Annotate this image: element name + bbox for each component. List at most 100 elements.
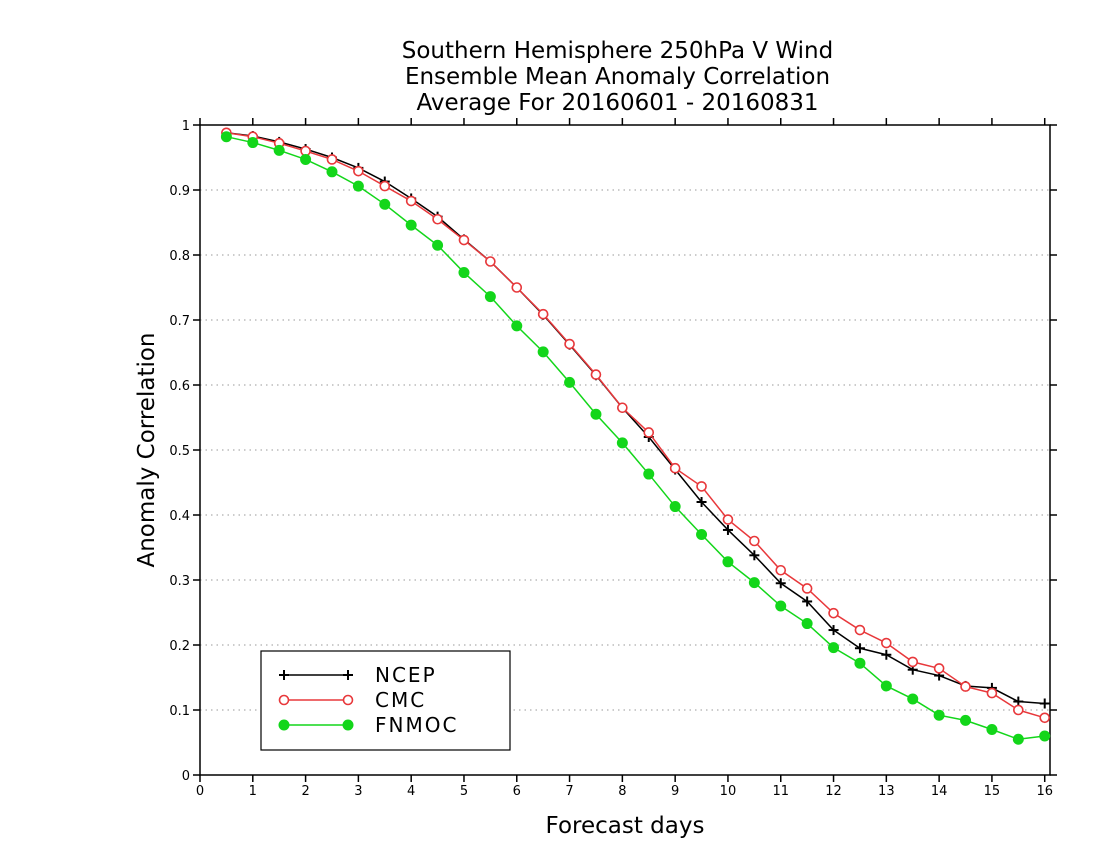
series-line-fnmoc [226, 135, 1045, 741]
chart-title-line-2: Ensemble Mean Anomaly Correlation [404, 64, 831, 90]
data-point-cmc [881, 637, 892, 649]
data-point-ncep [854, 643, 865, 654]
x-tick-label: 9 [671, 784, 679, 799]
data-point-fnmoc [1039, 730, 1051, 742]
y-tick-label: 0.3 [169, 574, 190, 589]
legend-marker [343, 670, 353, 680]
data-point-fnmoc [484, 291, 496, 303]
data-point-fnmoc [564, 376, 576, 388]
data-point-fnmoc [722, 556, 734, 568]
data-point-cmc [696, 481, 707, 492]
data-point-cmc [379, 180, 391, 192]
data-point-fnmoc [537, 346, 549, 358]
x-tick-label: 12 [825, 784, 842, 799]
data-point-fnmoc [432, 239, 444, 251]
data-point-ncep [881, 649, 892, 660]
x-tick-label: 13 [878, 784, 895, 799]
legend-marker [278, 694, 290, 706]
data-point-cmc [432, 213, 443, 225]
data-point-ncep [696, 497, 707, 507]
x-tick-label: 1 [249, 784, 257, 799]
series-ncep [221, 127, 1050, 709]
data-point-cmc [643, 427, 655, 438]
x-tick-label: 2 [301, 784, 309, 799]
data-point-fnmoc [273, 144, 285, 156]
data-point-cmc [907, 656, 919, 668]
data-point-cmc [828, 607, 839, 619]
data-point-fnmoc [669, 501, 681, 513]
x-axis-label: Forecast days [546, 813, 705, 839]
data-point-cmc [854, 624, 866, 636]
legend-label-fnmoc: FNMOC [375, 713, 458, 737]
data-point-fnmoc [696, 529, 708, 540]
y-tick-label: 0.1 [169, 704, 190, 719]
data-point-cmc [617, 402, 628, 414]
data-point-fnmoc [880, 680, 892, 692]
grid-lines [200, 189, 1050, 711]
data-point-fnmoc [775, 600, 787, 612]
data-point-fnmoc [300, 153, 312, 165]
legend-label-cmc: CMC [375, 688, 426, 712]
y-tick-label: 0.6 [169, 379, 190, 394]
legend-marker [278, 719, 290, 731]
data-point-fnmoc [828, 642, 840, 654]
data-point-cmc [564, 338, 575, 350]
data-point-fnmoc [1012, 733, 1024, 745]
y-tick-label: 0.5 [169, 444, 190, 459]
data-point-cmc [960, 681, 971, 692]
series-line-ncep [226, 132, 1045, 705]
x-tick-label: 6 [513, 784, 521, 799]
data-point-cmc [749, 535, 760, 547]
chart-title-line-3: Average For 20160601 - 20160831 [416, 90, 819, 116]
series-line-cmc [226, 132, 1045, 719]
x-tick-label: 0 [196, 784, 204, 799]
data-point-ncep [802, 596, 813, 607]
data-point-cmc [485, 256, 496, 267]
data-point-cmc [722, 514, 734, 525]
data-point-ncep [775, 578, 786, 589]
legend-marker [342, 694, 354, 706]
legend-item-fnmoc: FNMOC [278, 713, 458, 737]
data-point-cmc [801, 583, 813, 594]
data-point-fnmoc [960, 714, 972, 726]
legend-item-ncep: NCEP [279, 663, 437, 687]
data-point-fnmoc [933, 709, 945, 721]
data-point-fnmoc [907, 693, 919, 705]
data-point-cmc [458, 234, 470, 246]
data-point-fnmoc [590, 408, 602, 420]
data-point-cmc [590, 369, 602, 380]
y-tick-label: 0 [182, 769, 190, 784]
series-cmc [221, 127, 1051, 724]
y-tick-label: 0.8 [169, 249, 190, 264]
data-point-fnmoc [801, 618, 813, 630]
data-point-fnmoc [748, 577, 760, 589]
data-point-cmc [326, 154, 338, 165]
x-tick-label: 5 [460, 784, 468, 799]
axis-ticks: 00.10.20.30.40.50.60.70.80.910 1 2 3 4 5 6 7 8 9 1… [169, 118, 1057, 799]
data-point-fnmoc [616, 437, 628, 449]
data-point-ncep [1039, 698, 1050, 709]
data-point-cmc [537, 308, 549, 320]
x-tick-label: 15 [984, 784, 1001, 799]
x-tick-label: 4 [407, 784, 415, 799]
x-tick-label: 16 [1036, 784, 1053, 799]
data-point-fnmoc [854, 657, 866, 669]
data-point-fnmoc [405, 219, 417, 231]
y-axis-label: Anomaly Correlation [134, 332, 160, 567]
x-tick-label: 8 [618, 784, 626, 799]
legend-label-ncep: NCEP [375, 663, 437, 687]
data-point-fnmoc [458, 267, 470, 279]
series-fnmoc [220, 131, 1051, 745]
data-point-ncep [749, 550, 760, 561]
y-tick-label: 0.7 [169, 314, 190, 329]
data-point-fnmoc [379, 198, 391, 210]
data-point-cmc [1039, 712, 1051, 724]
data-point-fnmoc [986, 724, 998, 735]
data-point-fnmoc [352, 180, 364, 192]
data-point-fnmoc [220, 131, 232, 143]
data-point-cmc [511, 282, 523, 293]
data-point-ncep [828, 625, 839, 636]
y-tick-label: 0.9 [169, 184, 190, 199]
x-tick-label: 7 [565, 784, 573, 799]
